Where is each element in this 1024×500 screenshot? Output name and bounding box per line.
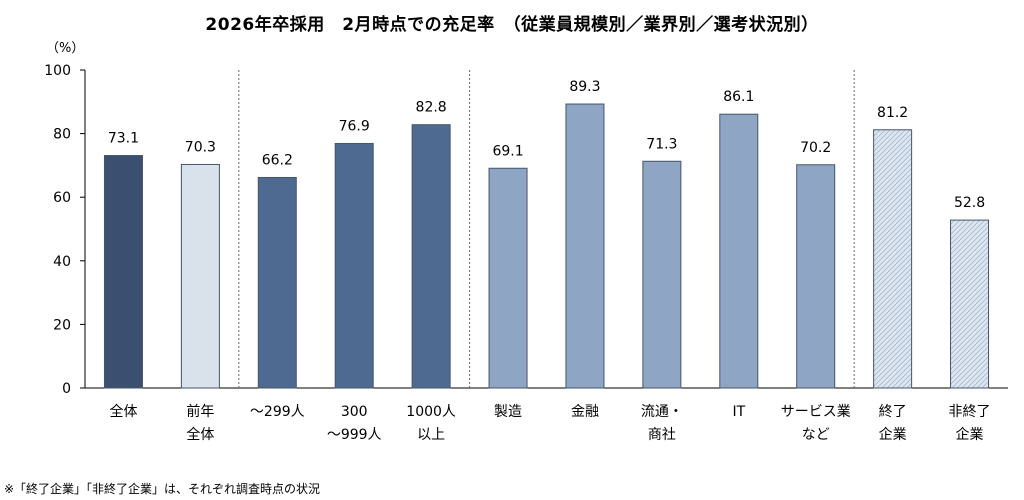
data-label: 66.2 [262,152,293,168]
y-tick-label: 0 [62,381,71,397]
x-tick-label: 企業 [879,426,907,443]
data-label: 71.3 [646,136,677,152]
x-tick-label: サービス業 [781,404,851,420]
x-tick-label: 1000人 [406,404,456,420]
x-tick-label: 全体 [186,426,214,443]
x-tick-label: 全体 [109,403,137,420]
bar [719,113,759,389]
x-tick-label: 商社 [648,427,676,443]
x-tick-label: 企業 [956,426,984,443]
bar [565,103,605,389]
x-tick-label: ～999人 [327,427,382,443]
chart-title: 2026年卒採用 2月時点での充足率 （従業員規模別／業界別／選考状況別） [205,15,819,35]
bar [950,219,990,389]
y-tick-label: 20 [53,317,71,333]
data-label: 86.1 [723,89,754,105]
bar [180,163,220,389]
data-label: 70.2 [800,140,831,156]
bar [873,129,913,389]
x-tick-label: IT [732,404,745,420]
x-tick-label: 300 [341,404,368,420]
x-tick-label: 以上 [417,427,445,443]
y-tick-label: 80 [53,127,71,143]
data-label: 81.2 [877,105,908,121]
data-label: 82.8 [416,100,447,116]
bar [103,155,143,389]
x-tick-label: 金融 [571,404,599,420]
x-tick-label: ～299人 [250,404,305,420]
x-tick-label: など [802,427,830,443]
bar [411,124,451,389]
x-tick-label: 前年 [186,403,214,420]
x-tick-label: 流通・ [641,404,683,420]
bar [642,160,682,389]
data-label: 76.9 [339,118,370,134]
y-tick-label: 40 [53,254,71,270]
data-label: 70.3 [185,139,216,155]
bar [796,164,836,389]
bar [334,142,374,389]
bar [257,176,297,389]
x-tick-label: 製造 [494,404,522,420]
data-label: 69.1 [492,143,523,159]
bar [488,167,528,389]
data-label: 89.3 [569,79,600,95]
footnote: ※「終了企業」「非終了企業」は、それぞれ調査時点の状況 [4,482,321,496]
y-tick-label: 100 [44,63,71,79]
y-axis-unit-label: （%） [46,41,85,56]
y-tick-label: 60 [53,190,71,206]
data-label: 73.1 [108,131,139,147]
x-tick-label: 終了 [879,404,907,420]
data-label: 52.8 [954,195,985,211]
x-tick-label: 非終了 [949,404,991,420]
